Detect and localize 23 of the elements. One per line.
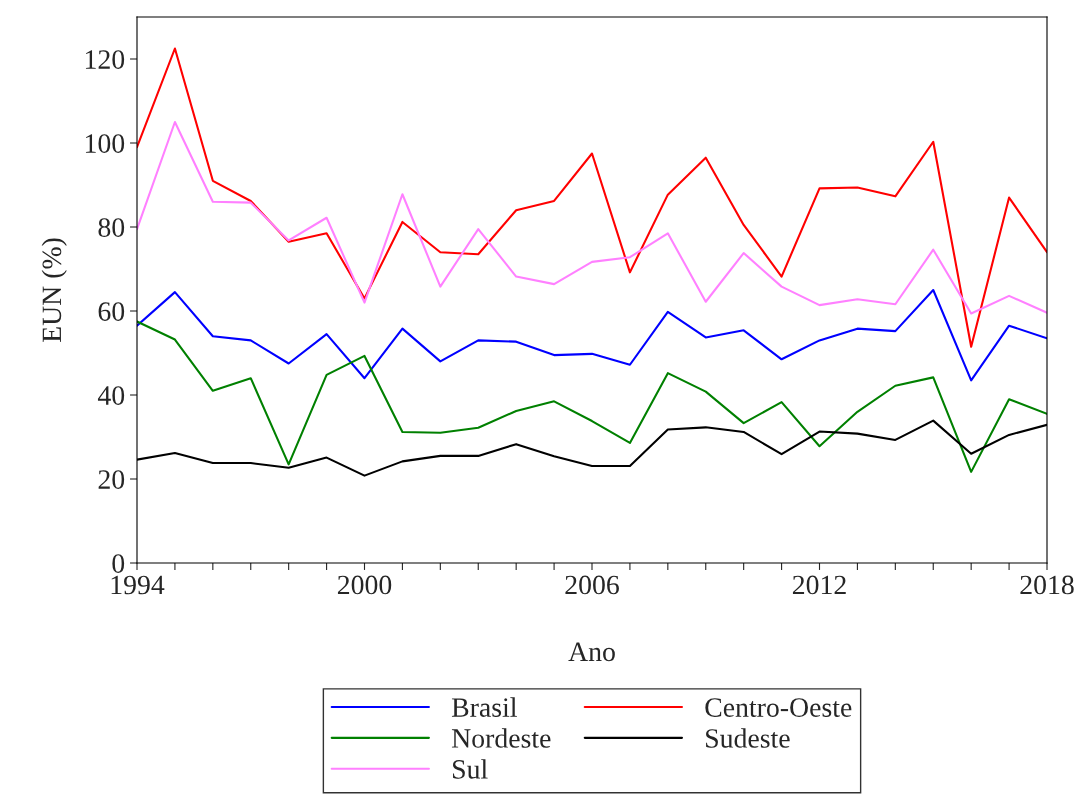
x-tick-label: 2000 [337,575,392,595]
legend-label: Centro-Oeste [705,698,852,717]
legend-label: Nordeste [451,728,551,748]
x-tick-label: 2012 [792,575,846,595]
x-tick-label: 2006 [565,575,619,595]
y-tick-label: 100 [85,134,125,153]
y-tick-label: 40 [97,386,125,405]
x-tick-label: 1994 [111,575,165,595]
legend-label: Sul [453,759,488,779]
legend-label: Sudeste [706,728,790,748]
line-series [137,320,1047,473]
y-axis-title: EUN (%) [41,238,67,343]
line-series [137,288,1047,382]
x-tick-label: 2018 [1020,575,1074,595]
y-tick-label: 0 [112,554,125,573]
y-tick-label: 80 [98,218,125,237]
y-tick-label: 120 [85,50,125,69]
line-series [137,120,1047,315]
line-series [137,47,1047,348]
y-tick-label: 20 [98,470,125,489]
y-tick-label: 60 [98,302,125,321]
x-axis-title: Ano [568,642,615,662]
legend-label: Brasil [451,697,517,717]
